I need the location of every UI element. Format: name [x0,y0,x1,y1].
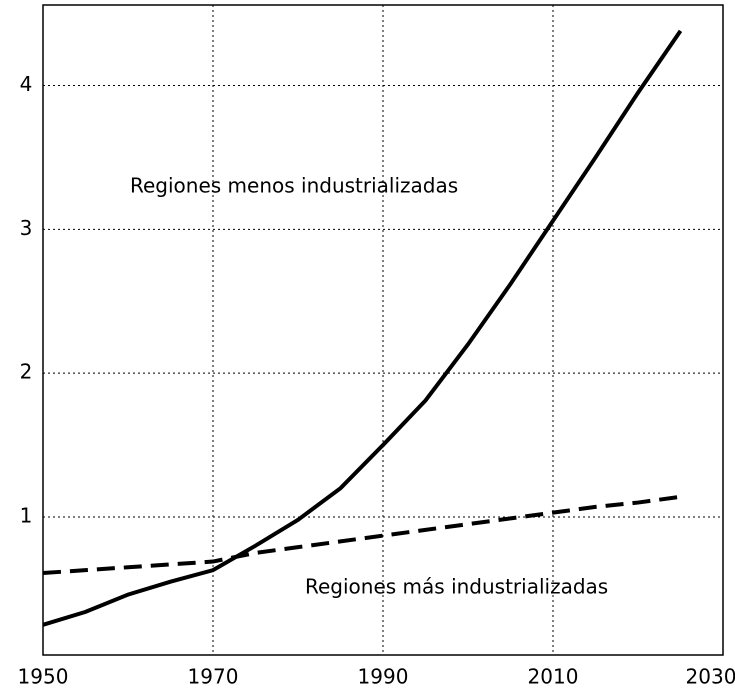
x-tick-label: 2030 [686,665,735,689]
y-tick-label: 4 [20,72,33,96]
series-label: Regiones más industrializadas [305,575,608,599]
y-tick-label: 2 [20,360,33,384]
x-tick-label: 1950 [18,665,69,689]
x-tick-label: 1970 [188,665,239,689]
line-series [42,494,681,576]
line-series [42,29,683,627]
y-tick-label: 3 [20,216,33,240]
plot-frame [42,4,724,656]
series-label: Regiones menos industrializadas [130,174,458,198]
x-tick-label: 1990 [358,665,409,689]
x-tick-label: 2010 [528,665,579,689]
y-tick-label: 1 [20,503,33,527]
